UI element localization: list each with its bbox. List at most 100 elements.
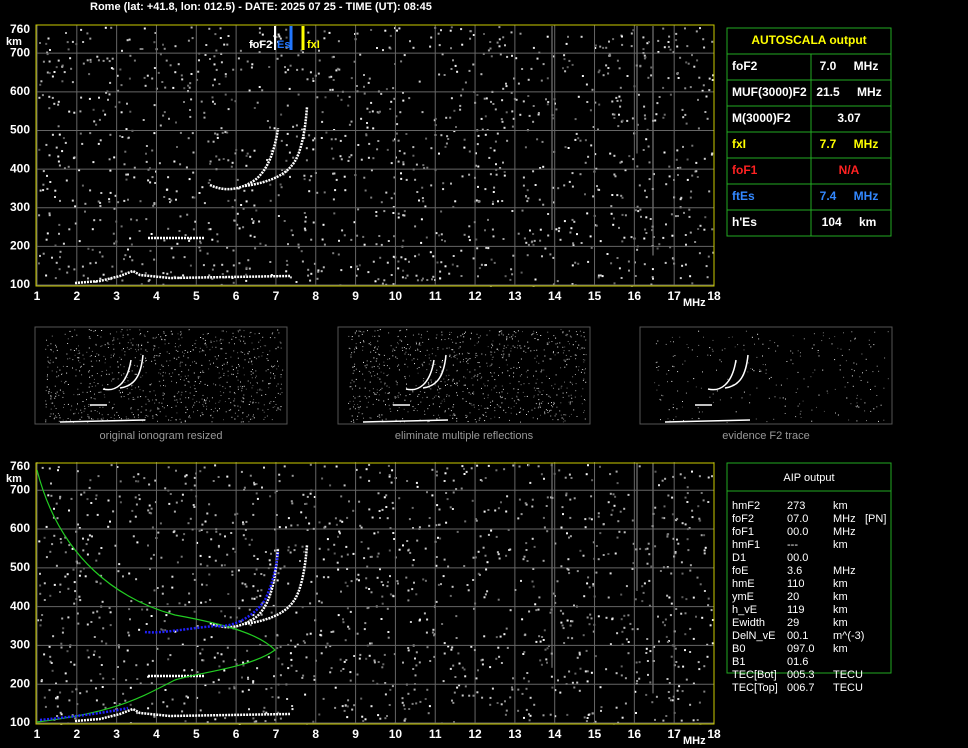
noise-dot (123, 373, 125, 375)
noise-dot (591, 479, 594, 482)
noise-dot (423, 361, 425, 363)
noise-dot (335, 523, 338, 526)
noise-dot (47, 494, 50, 497)
noise-dot (241, 599, 244, 602)
noise-dot (201, 364, 203, 366)
noise-dot (578, 653, 581, 656)
noise-dot (339, 139, 342, 142)
noise-dot (568, 670, 571, 673)
noise-dot (77, 388, 79, 390)
noise-dot (55, 682, 57, 685)
noise-dot (523, 651, 526, 654)
noise-dot (217, 546, 220, 549)
noise-dot (334, 138, 337, 141)
noise-dot (142, 119, 145, 121)
noise-dot (205, 344, 207, 346)
noise-dot (586, 680, 589, 683)
noise-dot (699, 27, 701, 30)
y-tick-label: 600 (10, 84, 30, 98)
noise-dot (467, 388, 468, 390)
x-tick-label: 9 (352, 289, 359, 303)
noise-dot (522, 558, 525, 561)
noise-dot (435, 564, 438, 567)
noise-dot (192, 361, 193, 363)
noise-dot (670, 572, 673, 575)
noise-dot (795, 416, 797, 418)
noise-dot (358, 335, 360, 337)
noise-dot (511, 125, 514, 128)
y-tick-label: 700 (10, 482, 30, 496)
noise-dot (389, 34, 392, 37)
noise-dot (349, 679, 352, 682)
noise-dot (307, 31, 310, 34)
noise-dot (811, 409, 813, 411)
noise-dot (408, 97, 411, 100)
noise-dot (683, 476, 686, 479)
noise-dot (403, 408, 405, 410)
noise-dot (521, 68, 524, 70)
noise-dot (45, 400, 47, 402)
noise-dot (466, 361, 468, 363)
noise-dot (61, 631, 64, 634)
noise-dot (74, 412, 76, 414)
noise-dot (484, 554, 487, 557)
noise-dot (513, 77, 516, 80)
noise-dot (142, 390, 144, 392)
noise-dot (95, 687, 97, 690)
noise-dot (684, 27, 686, 30)
noise-dot (220, 395, 222, 396)
noise-dot (821, 340, 823, 342)
noise-dot (547, 402, 549, 404)
noise-dot (147, 331, 149, 333)
noise-dot (250, 371, 252, 373)
noise-dot (353, 406, 354, 408)
noise-dot (355, 274, 358, 277)
noise-dot (410, 346, 411, 348)
noise-dot (574, 374, 576, 375)
noise-dot (296, 643, 299, 646)
noise-dot (502, 238, 505, 240)
noise-dot (249, 332, 251, 334)
noise-dot (395, 115, 398, 118)
noise-dot (542, 401, 544, 402)
noise-dot (699, 583, 702, 586)
noise-dot (370, 705, 373, 708)
noise-dot (390, 100, 393, 103)
noise-dot (110, 417, 112, 418)
noise-dot (490, 364, 492, 366)
noise-dot (170, 330, 172, 332)
noise-dot (470, 332, 472, 334)
noise-dot (276, 647, 279, 650)
noise-dot (409, 551, 412, 554)
noise-dot (721, 349, 723, 351)
noise-dot (521, 618, 524, 621)
noise-dot (313, 675, 316, 678)
noise-dot (697, 98, 699, 101)
noise-dot (366, 122, 368, 124)
noise-dot (80, 96, 83, 99)
noise-dot (542, 390, 544, 392)
noise-dot (385, 88, 388, 91)
noise-dot (853, 362, 855, 364)
noise-dot (673, 419, 675, 421)
noise-dot (555, 413, 557, 415)
noise-dot (143, 76, 146, 79)
noise-dot (165, 335, 166, 337)
noise-dot (256, 497, 259, 500)
noise-dot (386, 607, 389, 610)
noise-dot (246, 660, 249, 663)
noise-dot (364, 387, 366, 389)
x-tick-label: 17 (667, 289, 681, 303)
noise-dot (254, 247, 257, 250)
noise-dot (201, 648, 204, 651)
noise-dot (460, 28, 463, 31)
noise-dot (547, 234, 550, 237)
noise-streak (636, 26, 638, 154)
noise-dot (154, 337, 156, 339)
noise-dot (775, 384, 777, 386)
noise-dot (275, 348, 277, 350)
noise-dot (55, 502, 58, 505)
noise-dot (370, 591, 373, 594)
noise-dot (234, 658, 237, 661)
noise-dot (643, 237, 646, 240)
